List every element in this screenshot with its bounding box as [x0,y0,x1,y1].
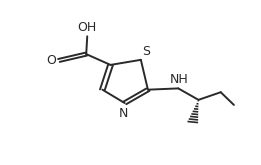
Text: O: O [47,54,56,67]
Text: N: N [119,107,128,120]
Text: OH: OH [78,21,97,34]
Text: S: S [143,45,150,58]
Text: NH: NH [170,73,189,86]
